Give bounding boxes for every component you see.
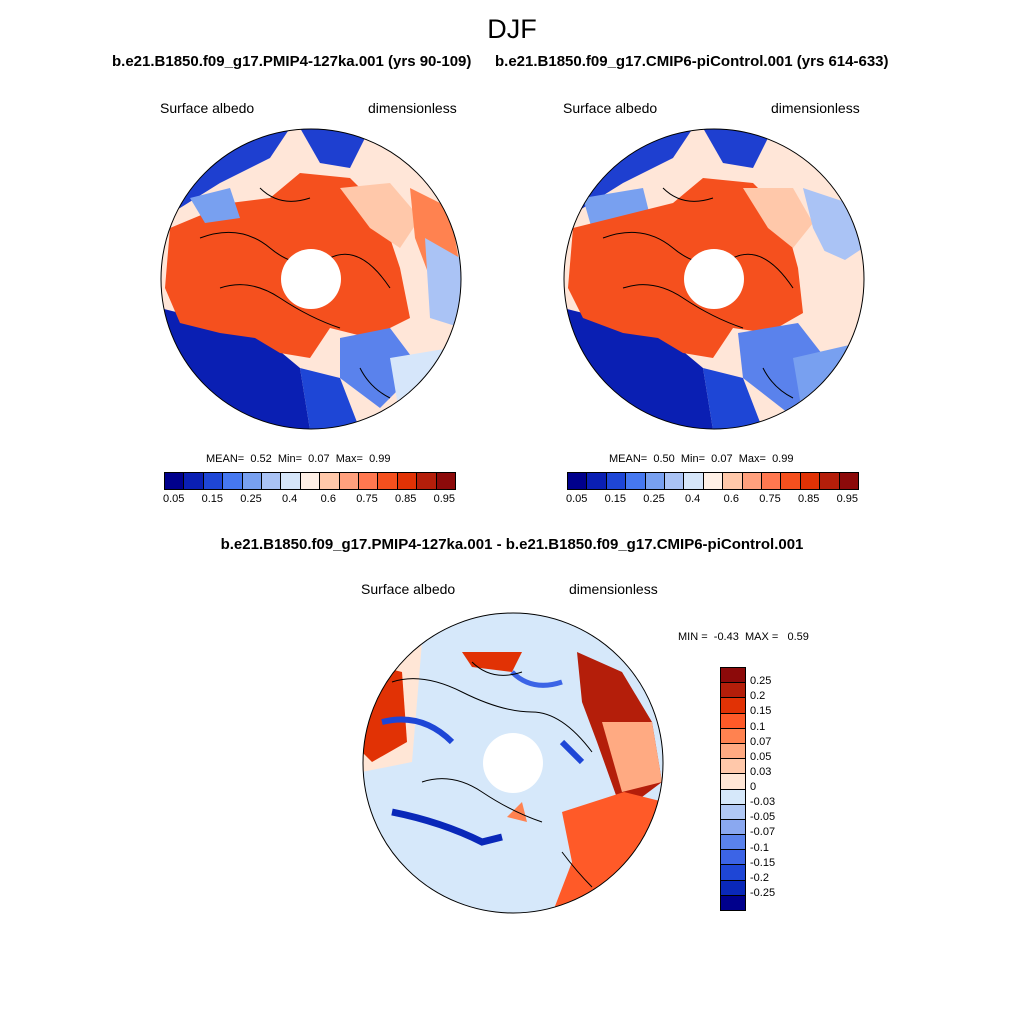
panel1-colorbar-box [417, 473, 437, 489]
panel2-colorbar-tick-label: 0.15 [604, 493, 627, 505]
panel2-colorbar [567, 472, 859, 490]
panel2-units: dimensionless [771, 100, 860, 116]
panel2-stats: MEAN= 0.50 Min= 0.07 Max= 0.99 [609, 453, 794, 465]
panel1-colorbar-tick-label: 0.25 [240, 493, 262, 505]
panel1-colorbar-ticks: 0.05 0.15 0.25 0.4 0.6 0.75 0.85 0.95 [162, 493, 456, 507]
panel1-colorbar-box [300, 473, 321, 489]
diff-colorbar [720, 667, 746, 911]
diff-colorbar-box [721, 683, 745, 699]
diff-variable: Surface albedo [361, 581, 456, 597]
panel1-colorbar-box [203, 473, 224, 489]
panel2-colorbar-box [762, 473, 782, 489]
diff-colorbar-tick-label: -0.2 [750, 871, 769, 884]
panel1-colorbar-tick-label: 0.05 [162, 493, 185, 505]
panel1-colorbar-box [184, 473, 204, 489]
diff-colorbar-tick-label: -0.1 [750, 841, 769, 854]
panel1-colorbar-tick-label: 0.85 [394, 493, 417, 505]
diff-colorbar-box [721, 804, 745, 820]
diff-colorbar-tick-label: 0.15 [750, 705, 772, 718]
diff-colorbar-tick-label: 0.03 [750, 765, 772, 778]
diff-colorbar-box [721, 789, 745, 805]
panel1-colorbar-box [242, 473, 263, 489]
diff-colorbar-box [721, 895, 745, 910]
panel1-colorbar-box [397, 473, 418, 489]
difference-map [362, 612, 664, 914]
panel2-title: b.e21.B1850.f09_g17.CMIP6-piControl.001 … [495, 53, 889, 70]
panel2-colorbar-box [645, 473, 666, 489]
panel1-title: b.e21.B1850.f09_g17.PMIP4-127ka.001 (yrs… [112, 53, 472, 70]
panel1-colorbar-box [223, 473, 243, 489]
diff-units: dimensionless [569, 581, 658, 597]
diff-colorbar-tick-label: 0.05 [750, 750, 772, 763]
panel1-colorbar-tick-label: 0.75 [356, 493, 378, 505]
diff-colorbar-tick-label: 0.2 [750, 690, 766, 703]
panel1-colorbar-tick-label: 0.15 [201, 493, 224, 505]
diff-colorbar-box [721, 865, 745, 881]
diff-colorbar-box [721, 743, 745, 760]
diff-colorbar-tick-label: -0.07 [750, 826, 776, 839]
diff-colorbar-tick-label: 0.1 [750, 720, 766, 733]
panel2-colorbar-box [839, 473, 859, 489]
season-title: DJF [487, 14, 537, 44]
panel2-variable: Surface albedo [563, 100, 658, 116]
diff-colorbar-tick-label: -0.05 [750, 811, 776, 824]
diff-colorbar-box [721, 759, 745, 775]
diff-colorbar-box [721, 880, 745, 896]
diff-colorbar-box [721, 668, 745, 684]
panel2-albedo-map [563, 128, 865, 430]
diff-title: b.e21.B1850.f09_g17.PMIP4-127ka.001 - b.… [220, 536, 804, 553]
panel1-albedo-map [160, 128, 462, 430]
diff-colorbar-box [721, 728, 745, 744]
panel2-colorbar-box [742, 473, 763, 489]
panel1-colorbar-box [378, 473, 398, 489]
panel1-colorbar [164, 472, 456, 490]
panel2-colorbar-tick-label: 0.95 [836, 493, 859, 505]
panel2-colorbar-box [703, 473, 724, 489]
diff-colorbar-box [721, 713, 745, 729]
panel2-colorbar-tick-label: 0.05 [565, 493, 588, 505]
diff-colorbar-tick-label: 0 [750, 781, 757, 793]
panel2-colorbar-tick-label: 0.75 [759, 493, 781, 505]
diff-colorbar-tick-label: 0.07 [750, 735, 772, 748]
diff-colorbar-ticks: 0.25 0.2 0.15 0.1 0.07 0.05 0.03 0 -0.03 -0.05 -0.… [750, 667, 800, 909]
panel2-colorbar-box [800, 473, 821, 489]
panel2-colorbar-box [568, 473, 588, 489]
panel1-colorbar-box [436, 473, 456, 489]
panel1-colorbar-box [320, 473, 340, 489]
panel2-colorbar-ticks: 0.05 0.15 0.25 0.4 0.6 0.75 0.85 0.95 [565, 493, 859, 507]
diff-colorbar-tick-label: -0.03 [750, 796, 776, 809]
panel2-colorbar-tick-label: 0.4 [685, 493, 701, 505]
diff-colorbar-box [721, 850, 745, 866]
diff-colorbar-tick-label: 0.25 [750, 675, 772, 688]
diff-colorbar-box [721, 835, 745, 851]
panel2-colorbar-box [820, 473, 840, 489]
panel2-colorbar-box [626, 473, 646, 489]
panel2-colorbar-box [684, 473, 704, 489]
panel1-colorbar-box [359, 473, 379, 489]
panel2-colorbar-tick-label: 0.25 [643, 493, 665, 505]
panel2-colorbar-box [665, 473, 685, 489]
panel2-colorbar-box [781, 473, 801, 489]
panel2-colorbar-tick-label: 0.6 [723, 493, 739, 505]
panel1-units: dimensionless [368, 100, 457, 116]
panel1-stats: MEAN= 0.52 Min= 0.07 Max= 0.99 [206, 453, 391, 465]
panel1-colorbar-box [281, 473, 301, 489]
panel2-colorbar-box [723, 473, 743, 489]
diff-colorbar-box [721, 819, 745, 836]
panel2-colorbar-box [606, 473, 627, 489]
panel1-variable: Surface albedo [160, 100, 255, 116]
panel1-colorbar-box [262, 473, 282, 489]
panel1-colorbar-tick-label: 0.4 [282, 493, 298, 505]
panel1-colorbar-box [165, 473, 185, 489]
diff-colorbar-box [721, 774, 745, 790]
panel1-colorbar-tick-label: 0.95 [433, 493, 456, 505]
panel1-colorbar-tick-label: 0.6 [320, 493, 336, 505]
diff-colorbar-tick-label: -0.15 [750, 856, 776, 869]
diff-colorbar-tick-label: -0.25 [750, 886, 776, 899]
panel1-colorbar-box [339, 473, 360, 489]
diff-minmax: MIN = -0.43 MAX = 0.59 [678, 631, 809, 643]
panel2-colorbar-tick-label: 0.85 [797, 493, 820, 505]
diff-colorbar-box [721, 698, 745, 714]
panel2-colorbar-box [587, 473, 607, 489]
